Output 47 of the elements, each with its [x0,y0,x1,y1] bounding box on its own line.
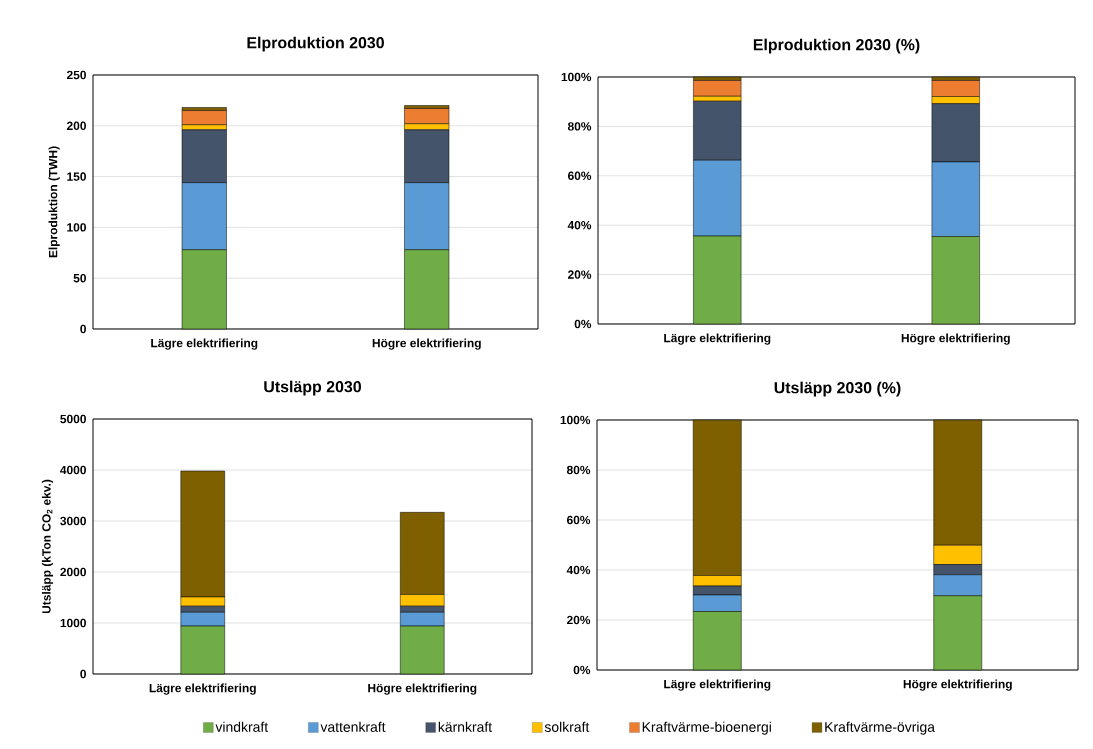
y-tick-label: 40% [567,220,592,230]
chart-title: Utsläpp 2030 [264,380,361,396]
bar [693,80,742,97]
y-axis-title: Utsläpp (kTon CO$_{2}$ ekv.) [41,479,54,614]
y-tick-label: 100 [67,223,86,232]
y-tick-label: 80% [567,122,592,131]
y-tick-label: 0 [80,324,86,334]
y-tick-label: 250 [66,70,86,80]
y-tick-label: 3000 [60,516,86,526]
x-tick-label: Högre elektrifiering [901,333,1010,345]
y-tick-label: 40% [566,565,591,575]
y-tick-label: 20% [566,615,591,625]
y-tick-label: 200 [66,121,86,131]
y-tick-label: 150 [67,172,86,181]
legend-label: vindkraft [215,721,269,732]
y-tick-label: 5000 [60,414,86,424]
y-tick-label: 60% [566,515,591,525]
legend-label: kärnkraft [438,721,492,732]
bar [181,110,227,126]
y-tick-label: 80% [566,465,591,475]
y-tick-label: 60% [568,171,592,181]
legend-label: Kraftvärme-bioenergi [642,721,771,735]
legend-label: solkraft [544,721,590,732]
x-tick-label: Lägre elektrifiering [149,683,256,695]
chart-title: Elproduktion 2030 [247,36,384,52]
bar [404,108,450,125]
x-tick-label: Lägre elektrifiering [664,333,771,345]
y-axis-title: Elproduktion (TWH) [48,146,60,258]
x-tick-label: Högre elektrifiering [372,338,481,350]
y-tick-label: 100% [561,72,592,82]
y-tick-label: 100% [560,415,591,425]
y-tick-label: 20% [567,270,592,279]
x-tick-label: Högre elektrifiering [903,679,1012,691]
x-tick-label: Lägre elektrifiering [151,338,258,350]
y-tick-label: 1000 [60,618,86,628]
y-tick-label: 0% [573,665,591,675]
legend-label: vattenkraft [320,721,386,732]
y-tick-label: 2000 [60,567,86,577]
y-tick-label: 0% [574,319,592,329]
y-tick-label: 0 [80,669,86,679]
y-tick-label: 4000 [60,465,86,475]
chart-title: Elproduktion 2030 (%) [753,38,920,54]
x-tick-label: Högre elektrifiering [368,683,477,695]
chart-title: Utsläpp 2030 (%) [774,381,901,397]
legend-label: Kraftvärme-övriga [825,721,935,735]
y-tick-label: 50 [73,273,86,283]
x-tick-label: Lägre elektrifiering [664,679,771,691]
